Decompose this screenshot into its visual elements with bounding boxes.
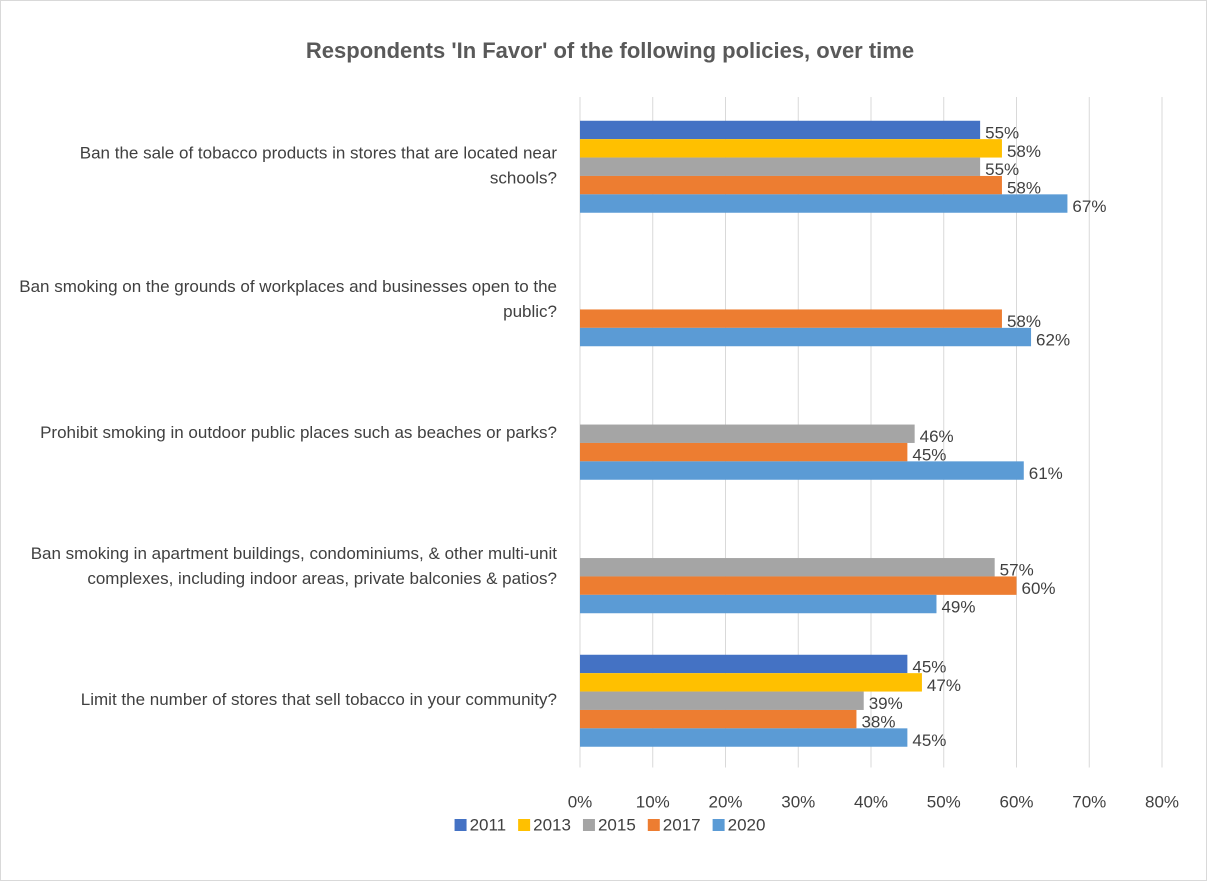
- x-tick-label: 0%: [568, 792, 593, 811]
- x-tick-label: 30%: [781, 792, 815, 811]
- bar: [580, 558, 995, 577]
- legend-label: 2013: [533, 815, 571, 834]
- data-label: 45%: [912, 731, 946, 750]
- data-label: 67%: [1072, 197, 1106, 216]
- bar: [580, 576, 1017, 595]
- bar: [580, 424, 915, 443]
- bar: [580, 175, 1002, 195]
- bar: [580, 139, 1002, 158]
- legend-label: 2017: [663, 815, 701, 834]
- data-label: 57%: [1000, 561, 1034, 580]
- x-tick-label: 50%: [927, 792, 961, 811]
- bar: [580, 309, 1002, 328]
- data-label: 45%: [912, 446, 946, 465]
- chart-title: Respondents 'In Favor' of the following …: [306, 38, 914, 63]
- legend-swatch: [712, 819, 725, 831]
- data-label: 39%: [869, 694, 903, 713]
- x-tick-label: 60%: [999, 792, 1033, 811]
- legend-label: 2015: [598, 815, 636, 834]
- bar: [580, 673, 922, 692]
- x-tick-label: 10%: [636, 792, 670, 811]
- bar: [580, 461, 1024, 480]
- bar: [580, 709, 857, 729]
- data-label: 58%: [1007, 312, 1041, 331]
- bar: [580, 157, 981, 176]
- x-tick-label: 80%: [1145, 792, 1179, 811]
- data-label: 38%: [861, 713, 895, 732]
- data-label: 46%: [920, 427, 954, 446]
- legend-swatch: [647, 819, 660, 831]
- data-label: 55%: [985, 123, 1019, 142]
- data-label: 47%: [927, 676, 961, 695]
- legend-swatch: [518, 819, 531, 831]
- data-label: 61%: [1029, 464, 1063, 483]
- y-tick-label: Ban smoking on the grounds of workplaces…: [19, 277, 557, 321]
- bar: [580, 654, 908, 674]
- bar: [580, 442, 908, 462]
- legend-swatch: [582, 819, 595, 831]
- data-label: 60%: [1022, 579, 1056, 598]
- data-label: 45%: [912, 657, 946, 676]
- y-tick-label: Prohibit smoking in outdoor public place…: [40, 423, 557, 442]
- legend-label: 2020: [728, 815, 766, 834]
- data-label: 55%: [985, 160, 1019, 179]
- bar: [580, 120, 981, 140]
- x-tick-label: 20%: [708, 792, 742, 811]
- data-label: 62%: [1036, 331, 1070, 350]
- legend-label: 2011: [470, 815, 507, 834]
- bar: [580, 327, 1032, 347]
- legend: 2011 2013 2015 2017 2020: [454, 815, 766, 834]
- bar: [580, 594, 937, 614]
- y-tick-label: Ban the sale of tobacco products in stor…: [80, 144, 558, 188]
- data-label: 58%: [1007, 179, 1041, 198]
- legend-swatch: [454, 819, 467, 831]
- x-tick-label: 40%: [854, 792, 888, 811]
- bar: [580, 691, 864, 710]
- y-tick-label: Ban smoking in apartment buildings, cond…: [31, 544, 558, 588]
- data-label: 58%: [1007, 142, 1041, 161]
- data-label: 49%: [941, 598, 975, 617]
- bar: [580, 194, 1068, 213]
- bar: [580, 728, 908, 747]
- y-tick-label: Limit the number of stores that sell tob…: [81, 690, 557, 709]
- x-tick-label: 70%: [1072, 792, 1106, 811]
